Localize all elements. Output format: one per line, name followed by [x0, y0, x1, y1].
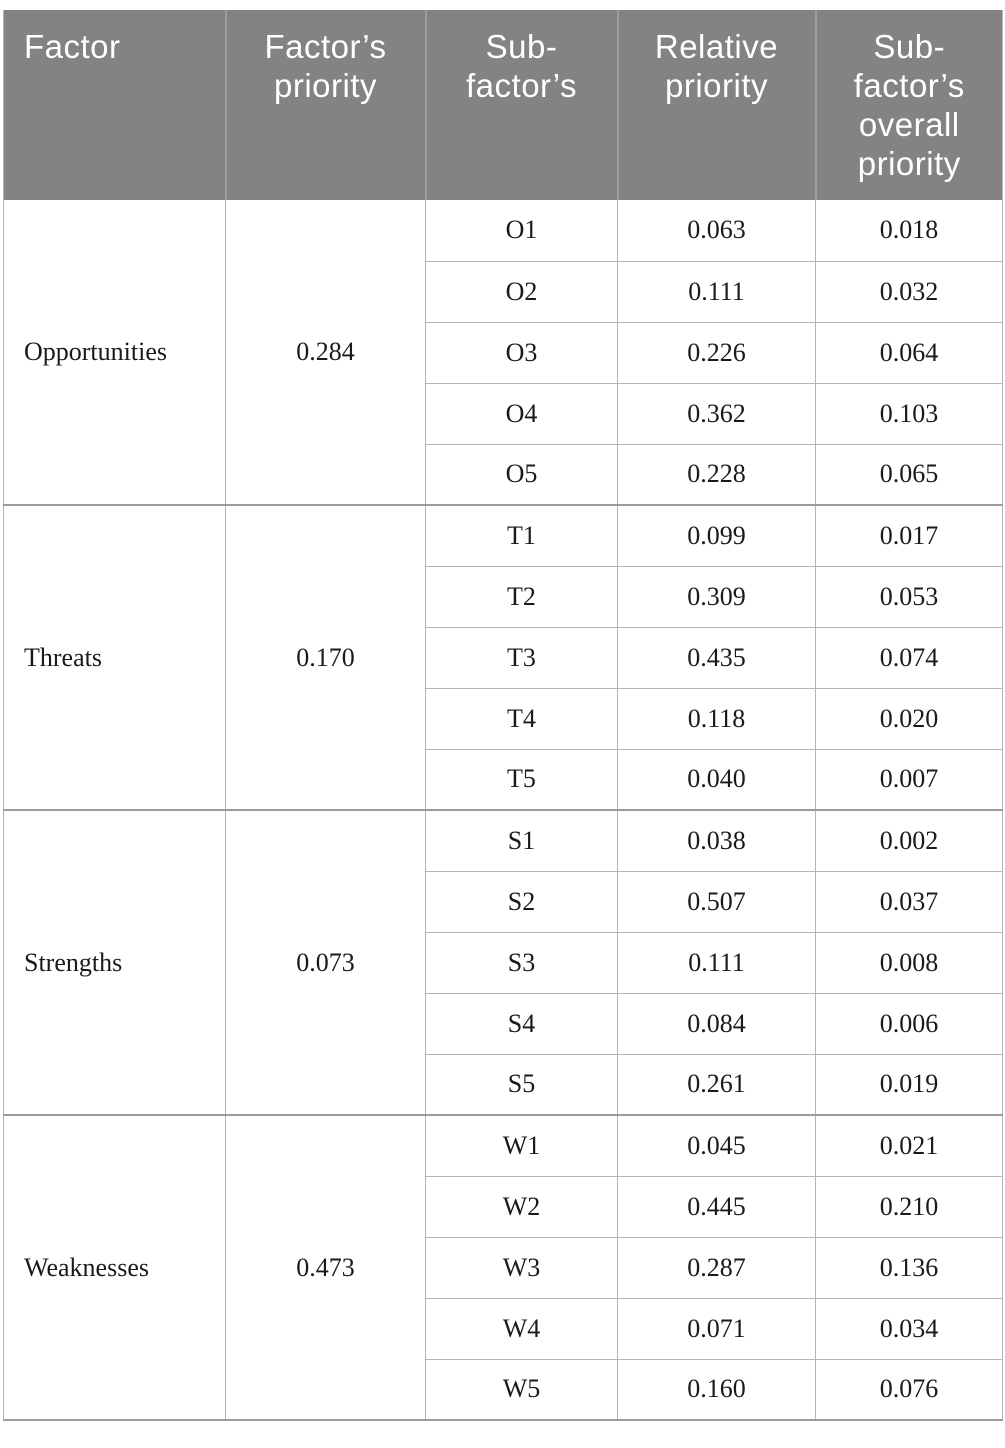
header-relative-priority: Relative priority — [616, 10, 816, 200]
header-subfactor: Sub-factor’s — [424, 10, 618, 200]
subfactor-cell: W2 — [425, 1175, 618, 1237]
overall-priority-cell: 0.103 — [815, 382, 1003, 444]
table-row: T4 0.118 0.020 — [4, 687, 1003, 749]
overall-priority-cell: 0.076 — [815, 1358, 1003, 1420]
table-row: S3 0.111 0.008 — [4, 931, 1003, 993]
overall-priority-cell: 0.021 — [815, 1114, 1003, 1176]
header-factor: Factor — [3, 10, 226, 200]
subfactor-cell: W5 — [425, 1358, 618, 1420]
overall-priority-cell: 0.007 — [815, 748, 1003, 810]
subfactor-cell: S2 — [425, 870, 618, 932]
table-row: Opportunities 0.284 O1 0.063 0.018 — [3, 200, 1003, 505]
relative-priority-cell: 0.445 — [617, 1175, 816, 1237]
subfactor-cell: O5 — [425, 443, 618, 505]
relative-priority-cell: 0.507 — [617, 870, 816, 932]
relative-priority-cell: 0.038 — [617, 809, 816, 871]
overall-priority-cell: 0.053 — [815, 565, 1003, 627]
relative-priority-cell: 0.099 — [617, 504, 816, 566]
table-row: O2 0.111 0.032 — [4, 260, 1003, 322]
header-row: Factor Factor’s priority Sub-factor’s Re… — [3, 10, 1003, 200]
subfactor-cell: O1 — [425, 200, 618, 261]
table-row: S2 0.507 0.037 — [4, 870, 1003, 932]
subfactor-cell: O4 — [425, 382, 618, 444]
table-row: W2 0.445 0.210 — [4, 1175, 1003, 1237]
factor-cell: Threats — [3, 504, 226, 810]
factor-cell: Weaknesses — [3, 1114, 226, 1420]
subfactor-cell: S5 — [425, 1053, 618, 1115]
relative-priority-cell: 0.111 — [617, 260, 816, 322]
subfactor-cell: W1 — [425, 1114, 618, 1176]
subfactor-cell: W4 — [425, 1297, 618, 1359]
table-row: W3 0.287 0.136 — [4, 1236, 1003, 1298]
header-subfactor-overall-priority: Sub-factor’s overall priority — [814, 10, 1003, 200]
overall-priority-cell: 0.002 — [815, 809, 1003, 871]
swot-priority-table: Factor Factor’s priority Sub-factor’s Re… — [3, 10, 1003, 1421]
table-row: T2 0.309 0.053 — [4, 565, 1003, 627]
relative-priority-cell: 0.160 — [617, 1358, 816, 1420]
relative-priority-cell: 0.362 — [617, 382, 816, 444]
relative-priority-cell: 0.228 — [617, 443, 816, 505]
relative-priority-cell: 0.063 — [617, 200, 816, 261]
overall-priority-cell: 0.019 — [815, 1053, 1003, 1115]
factor-cell: Opportunities — [3, 200, 226, 505]
overall-priority-cell: 0.136 — [815, 1236, 1003, 1298]
subfactor-cell: S1 — [425, 809, 618, 871]
relative-priority-cell: 0.309 — [617, 565, 816, 627]
table-row: T3 0.435 0.074 — [4, 626, 1003, 688]
table-row: W4 0.071 0.034 — [4, 1297, 1003, 1359]
table-row: Threats 0.170 T1 0.099 0.017 — [3, 504, 1003, 810]
relative-priority-cell: 0.084 — [617, 992, 816, 1054]
overall-priority-cell: 0.032 — [815, 260, 1003, 322]
subfactor-cell: T2 — [425, 565, 618, 627]
factor-priority-cell: 0.073 — [225, 809, 426, 1115]
factor-priority-cell: 0.170 — [225, 504, 426, 810]
table-row: O4 0.362 0.103 — [4, 382, 1003, 444]
subfactor-cell: O2 — [425, 260, 618, 322]
factor-priority-cell: 0.284 — [225, 200, 426, 505]
table-row: S5 0.261 0.019 — [4, 1053, 1003, 1115]
relative-priority-cell: 0.287 — [617, 1236, 816, 1298]
factor-cell: Strengths — [3, 809, 226, 1115]
relative-priority-cell: 0.118 — [617, 687, 816, 749]
overall-priority-cell: 0.006 — [815, 992, 1003, 1054]
overall-priority-cell: 0.020 — [815, 687, 1003, 749]
relative-priority-cell: 0.261 — [617, 1053, 816, 1115]
overall-priority-cell: 0.064 — [815, 321, 1003, 383]
overall-priority-cell: 0.034 — [815, 1297, 1003, 1359]
subfactor-cell: T1 — [425, 504, 618, 566]
overall-priority-cell: 0.018 — [815, 200, 1003, 261]
table-row: W5 0.160 0.076 — [4, 1358, 1003, 1420]
factor-priority-cell: 0.473 — [225, 1114, 426, 1420]
table-row: O3 0.226 0.064 — [4, 321, 1003, 383]
subfactor-cell: T5 — [425, 748, 618, 810]
subfactor-cell: T4 — [425, 687, 618, 749]
overall-priority-cell: 0.074 — [815, 626, 1003, 688]
relative-priority-cell: 0.226 — [617, 321, 816, 383]
table-row: T5 0.040 0.007 — [4, 748, 1003, 810]
relative-priority-cell: 0.111 — [617, 931, 816, 993]
table-row: O5 0.228 0.065 — [4, 443, 1003, 505]
relative-priority-cell: 0.045 — [617, 1114, 816, 1176]
header-factor-priority: Factor’s priority — [224, 10, 426, 200]
relative-priority-cell: 0.435 — [617, 626, 816, 688]
overall-priority-cell: 0.037 — [815, 870, 1003, 932]
table-row: Strengths 0.073 S1 0.038 0.002 — [3, 809, 1003, 1115]
overall-priority-cell: 0.065 — [815, 443, 1003, 505]
subfactor-cell: S4 — [425, 992, 618, 1054]
subfactor-cell: W3 — [425, 1236, 618, 1298]
overall-priority-cell: 0.008 — [815, 931, 1003, 993]
subfactor-cell: T3 — [425, 626, 618, 688]
subfactor-cell: S3 — [425, 931, 618, 993]
overall-priority-cell: 0.210 — [815, 1175, 1003, 1237]
subfactor-cell: O3 — [425, 321, 618, 383]
overall-priority-cell: 0.017 — [815, 504, 1003, 566]
table-row: Weaknesses 0.473 W1 0.045 0.021 — [3, 1114, 1003, 1420]
table-row: S4 0.084 0.006 — [4, 992, 1003, 1054]
relative-priority-cell: 0.071 — [617, 1297, 816, 1359]
relative-priority-cell: 0.040 — [617, 748, 816, 810]
